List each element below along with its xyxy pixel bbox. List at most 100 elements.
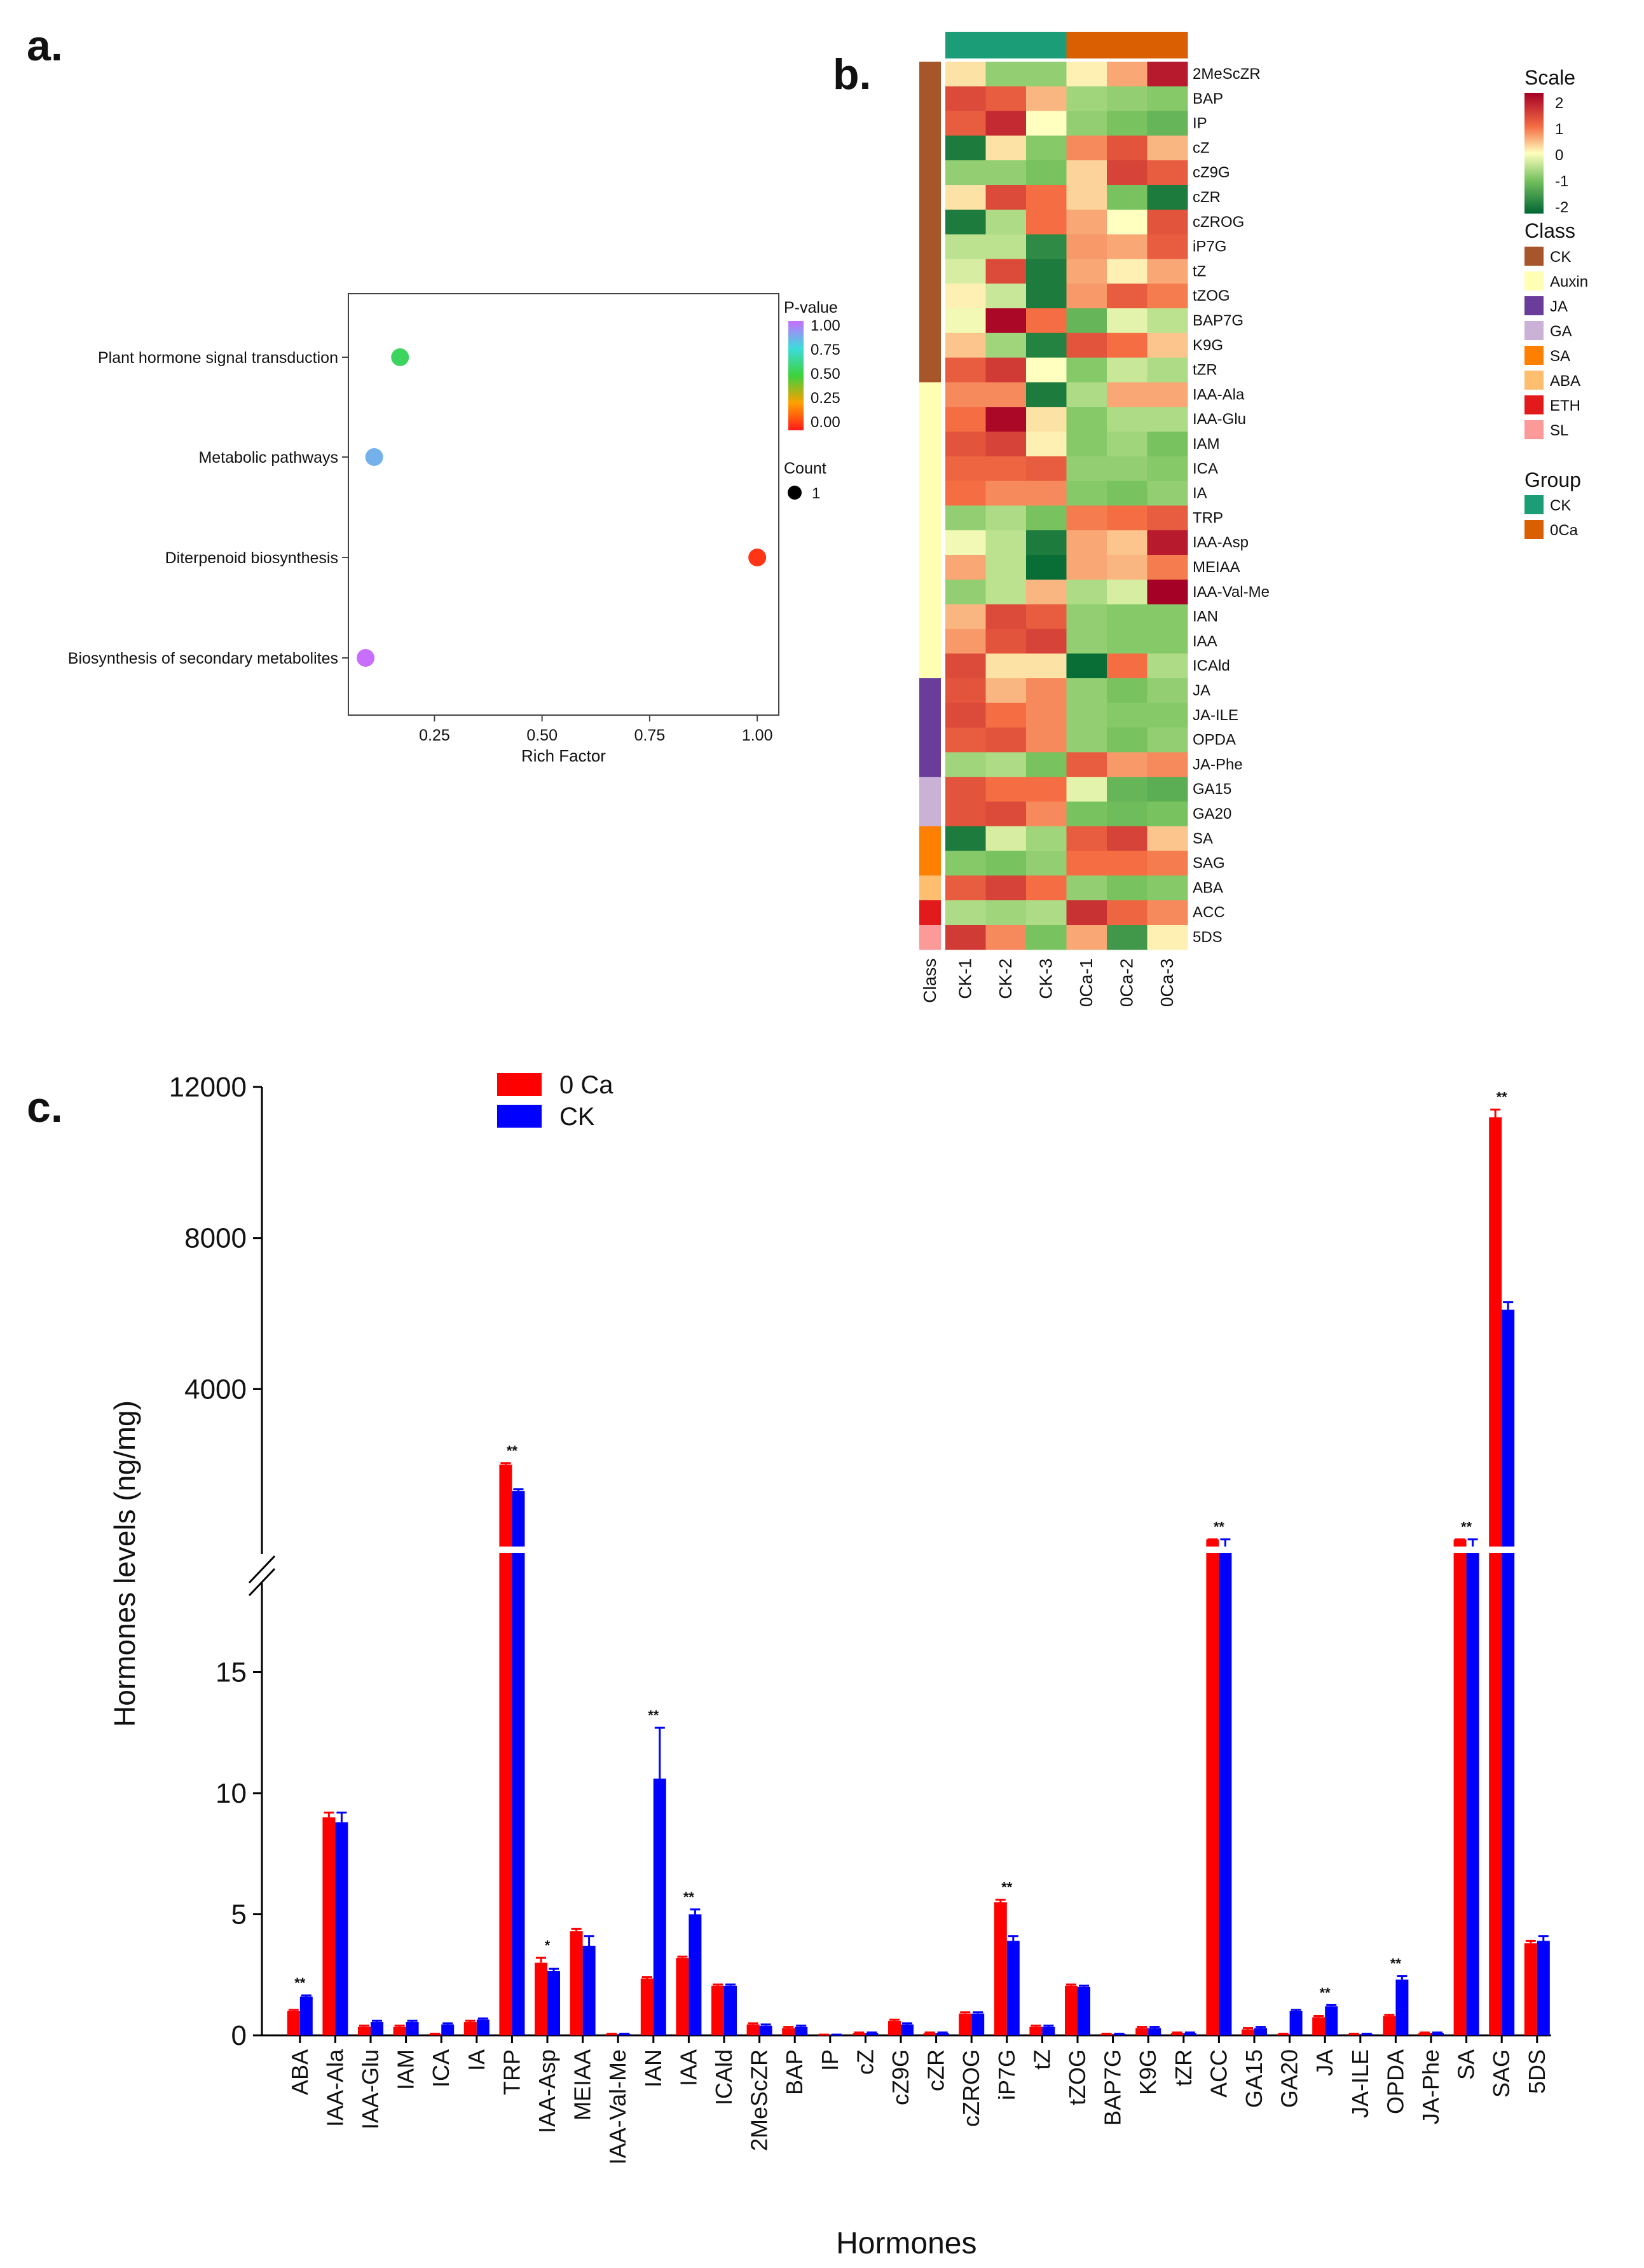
heatmap-cell: [1107, 407, 1147, 432]
heatmap-cell: [1107, 653, 1147, 679]
bar: [441, 2024, 455, 2035]
heatmap-cell: [1107, 530, 1147, 556]
heatmap-cell: [1147, 702, 1188, 728]
heatmap-cell: [985, 209, 1027, 235]
scale-colorbar: [1524, 93, 1544, 214]
pvalue-legend-title: P-value: [784, 299, 838, 317]
bar: [1100, 2034, 1113, 2035]
heatmap-cell: [1026, 653, 1067, 679]
heatmap-cell: [1066, 653, 1107, 679]
group-annotation-cell: [1066, 32, 1107, 58]
heatmap-cell: [1147, 86, 1188, 112]
bar: [994, 1902, 1007, 2035]
heatmap-cell: [1107, 456, 1147, 482]
bar: [1135, 2028, 1149, 2035]
heatmap-cell: [1107, 308, 1147, 334]
bar: [1289, 2011, 1303, 2035]
heatmap-cell: [1147, 135, 1188, 161]
heatmap-cell: [985, 579, 1027, 605]
heatmap-cell: [1147, 308, 1188, 334]
heatmap-cell: [1066, 826, 1107, 852]
y-tick-label: 0: [231, 2020, 247, 2051]
class-annotation-cell: [919, 284, 941, 309]
class-legend-label: JA: [1550, 298, 1568, 315]
heatmap-cell: [1066, 925, 1107, 950]
significance-label: **: [1461, 1519, 1472, 1535]
count-legend-value: 1: [812, 485, 820, 502]
x-tick-label: IAA: [675, 2049, 701, 2086]
bar: [1395, 1979, 1409, 2035]
class-annotation-cell: [919, 111, 941, 136]
x-tick-label: BAP7G: [1100, 2049, 1126, 2126]
significance-label: *: [545, 1937, 551, 1953]
heatmap-cell: [1026, 727, 1067, 753]
significance-label: **: [1320, 1984, 1331, 2000]
y-tick-label: Metabolic pathways: [198, 449, 338, 467]
bar: [1042, 2026, 1055, 2035]
data-point: [365, 448, 383, 466]
heatmap-cell: [985, 62, 1027, 87]
bar: [358, 2026, 371, 2035]
bar: [782, 2028, 795, 2035]
heatmap-cell: [985, 111, 1027, 136]
bar: [1312, 2017, 1325, 2035]
plot-frame: [348, 293, 779, 716]
heatmap-cell: [1066, 604, 1107, 629]
heatmap-cell: [1147, 62, 1188, 87]
heatmap-cell: [1066, 752, 1107, 777]
class-annotation-cell: [919, 357, 941, 383]
heatmap-cell: [985, 653, 1027, 679]
heatmap-cell: [945, 135, 986, 161]
heatmap-cell: [1026, 185, 1067, 210]
x-tick-label: IAA-Glu: [357, 2049, 383, 2129]
heatmap-cell: [945, 875, 986, 901]
bar: [547, 1971, 560, 2035]
heatmap-row-label: IAA-Ala: [1193, 386, 1245, 403]
x-tick-label: 0.50: [526, 727, 558, 744]
class-annotation-cell: [919, 727, 941, 753]
class-annotation-cell: [919, 481, 941, 506]
heatmap-cell: [1066, 86, 1107, 112]
class-legend-label: ETH: [1550, 397, 1580, 414]
heatmap-cell: [1147, 160, 1188, 186]
heatmap-cell: [1026, 135, 1067, 161]
class-annotation-cell: [919, 555, 941, 580]
x-tick-label: cZROG: [958, 2049, 984, 2127]
heatmap-cell: [1026, 62, 1067, 87]
heatmap-cell: [1147, 456, 1188, 482]
heatmap-row-label: BAP7G: [1193, 312, 1243, 329]
heatmap-cell: [1147, 555, 1188, 580]
heatmap-row-label: IAA-Val-Me: [1193, 584, 1270, 601]
x-tick-label: ABA: [287, 2049, 313, 2095]
group-annotation-cell: [1147, 32, 1188, 58]
heatmap-cell: [1147, 777, 1188, 802]
heatmap-row-label: IP: [1193, 115, 1207, 132]
group-annotation-cell: [1107, 32, 1147, 58]
data-point: [357, 649, 375, 667]
bar: [512, 1491, 525, 2035]
x-tick-label: JA-ILE: [1347, 2049, 1373, 2118]
heatmap-column-label: 0Ca-1: [1076, 959, 1096, 1007]
heatmap-cell: [985, 407, 1027, 432]
y-tick-label: 8000: [184, 1223, 247, 1254]
heatmap-cell: [1107, 432, 1147, 457]
data-point: [748, 549, 767, 566]
heatmap-cell: [985, 777, 1027, 802]
heatmap-row-label: TRP: [1193, 509, 1223, 526]
bar: [1113, 2034, 1126, 2035]
heatmap-cell: [1147, 481, 1188, 506]
heatmap-cell: [1026, 111, 1067, 136]
heatmap-cell: [1026, 579, 1067, 605]
heatmap-cell: [1026, 678, 1067, 704]
heatmap-cell: [1147, 530, 1188, 556]
heatmap-cell: [1026, 752, 1067, 777]
class-legend-swatch: [1524, 271, 1544, 290]
x-tick-label: TRP: [498, 2049, 524, 2095]
heatmap-row-label: ABA: [1193, 879, 1223, 896]
data-point: [391, 348, 409, 366]
scale-legend-title: Scale: [1524, 66, 1575, 89]
heatmap-cell: [985, 530, 1027, 556]
bar: [1242, 2029, 1254, 2035]
pvalue-legend-tick: 0.75: [811, 341, 840, 359]
heatmap-cell: [1147, 284, 1188, 309]
